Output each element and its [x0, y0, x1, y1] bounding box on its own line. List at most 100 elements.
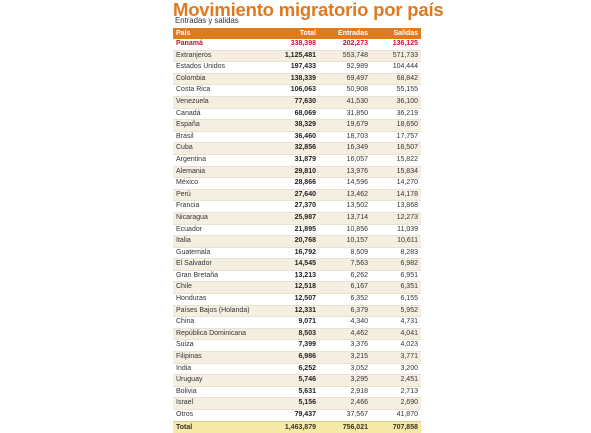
entries-value: 41,530 [319, 96, 371, 109]
country-name: Bolivia [173, 386, 269, 398]
entries-value: 18,703 [319, 131, 371, 143]
total-value: 1,125,481 [269, 50, 319, 62]
country-name: Filipinas [173, 351, 269, 364]
exits-value: 11,039 [371, 224, 421, 236]
country-name: República Dominicana [173, 328, 269, 340]
country-name: Cuba [173, 142, 269, 155]
country-name: Panamá [173, 39, 269, 51]
entries-value: 8,509 [319, 247, 371, 259]
exits-value: 5,952 [371, 305, 421, 317]
entries-value: 13,462 [319, 189, 371, 201]
exits-value: 18,650 [371, 119, 421, 132]
exits-value: 55,155 [371, 84, 421, 97]
total-exits: 707,858 [371, 420, 421, 433]
total-value: 31,879 [269, 154, 319, 167]
country-name: China [173, 316, 269, 329]
table-row: Venezuela 77,630 41,530 36,100 [173, 96, 421, 109]
exits-value: 136,125 [371, 39, 421, 51]
country-name: Guatemala [173, 247, 269, 259]
table-row: Alemania 29,810 13,976 15,834 [173, 166, 421, 178]
country-name: Brasil [173, 131, 269, 143]
entries-value: 3,295 [319, 374, 371, 387]
exits-value: 13,868 [371, 200, 421, 213]
table-header-row: País Total Entradas Salidas [173, 28, 421, 39]
exits-value: 14,270 [371, 177, 421, 190]
exits-value: 104,444 [371, 61, 421, 74]
total-value: 29,810 [269, 166, 319, 178]
total-value: 27,370 [269, 200, 319, 213]
exits-value: 3,771 [371, 351, 421, 364]
total-value: 5,631 [269, 386, 319, 398]
exits-value: 10,611 [371, 235, 421, 248]
country-name: Canadá [173, 108, 269, 120]
table-row: Francia 27,370 13,502 13,868 [173, 200, 421, 213]
entries-value: 31,850 [319, 108, 371, 120]
total-value: 21,895 [269, 224, 319, 236]
total-value: 6,986 [269, 351, 319, 364]
table-row: El Salvador 14,545 7,563 6,982 [173, 258, 421, 271]
country-name: Costa Rica [173, 84, 269, 97]
exits-value: 36,219 [371, 108, 421, 120]
country-name: Otros [173, 409, 269, 422]
total-value: 5,746 [269, 374, 319, 387]
table-row: España 38,329 19,679 18,650 [173, 119, 421, 132]
exits-value: 2,713 [371, 386, 421, 398]
column-header-entries: Entradas [319, 28, 371, 39]
total-value: 16,792 [269, 247, 319, 259]
entries-value: 4,462 [319, 328, 371, 340]
total-value: 38,329 [269, 119, 319, 132]
country-name: Venezuela [173, 96, 269, 109]
exits-value: 68,842 [371, 73, 421, 85]
subtitle: Entradas y salidas [175, 16, 239, 25]
total-value: 106,063 [269, 84, 319, 97]
table-row: China 9,071 4,340 4,731 [173, 316, 421, 329]
total-row: Total 1,463,879 756,021 707,858 [173, 420, 421, 433]
country-name: Estados Unidos [173, 61, 269, 74]
entries-value: 6,262 [319, 270, 371, 282]
exits-value: 6,155 [371, 293, 421, 306]
country-name: India [173, 363, 269, 375]
total-value: 77,630 [269, 96, 319, 109]
total-value: 68,069 [269, 108, 319, 120]
country-name: Chile [173, 281, 269, 294]
exits-value: 4,023 [371, 339, 421, 352]
total-value: 9,071 [269, 316, 319, 329]
table-row: Extranjeros 1,125,481 553,748 571,733 [173, 50, 421, 62]
table-row: Italia 20,768 10,157 10,611 [173, 235, 421, 248]
page-title: Movimiento migratorio por país [173, 0, 444, 20]
country-name: Ecuador [173, 224, 269, 236]
entries-value: 13,714 [319, 212, 371, 224]
exits-value: 36,100 [371, 96, 421, 109]
table-row: Argentina 31,879 16,057 15,822 [173, 154, 421, 167]
table-row: Estados Unidos 197,433 92,989 104,444 [173, 61, 421, 74]
country-name: Francia [173, 200, 269, 213]
entries-value: 6,379 [319, 305, 371, 317]
table-row: Chile 12,518 6,167 6,351 [173, 281, 421, 294]
country-name: Argentina [173, 154, 269, 167]
exits-value: 12,273 [371, 212, 421, 224]
country-name: Uruguay [173, 374, 269, 387]
exits-value: 2,451 [371, 374, 421, 387]
column-header-exits: Salidas [371, 28, 421, 39]
exits-value: 4,041 [371, 328, 421, 340]
table-row: Honduras 12,507 6,352 6,155 [173, 293, 421, 306]
table-row: Brasil 36,460 18,703 17,757 [173, 131, 421, 143]
total-value: 27,640 [269, 189, 319, 201]
country-name: Suiza [173, 339, 269, 352]
entries-value: 14,596 [319, 177, 371, 190]
entries-value: 50,908 [319, 84, 371, 97]
total-value: 197,433 [269, 61, 319, 74]
entries-value: 16,349 [319, 142, 371, 155]
total-label: Total [173, 420, 269, 433]
table-row: Canadá 68,069 31,850 36,219 [173, 108, 421, 120]
entries-value: 10,856 [319, 224, 371, 236]
entries-value: 7,563 [319, 258, 371, 271]
table-row: Otros 79,437 37,567 41,870 [173, 409, 421, 422]
country-name: Gran Bretaña [173, 270, 269, 282]
table-row: India 6,252 3,052 3,200 [173, 363, 421, 375]
table-row: Uruguay 5,746 3,295 2,451 [173, 374, 421, 387]
entries-value: 13,502 [319, 200, 371, 213]
country-name: México [173, 177, 269, 190]
table-row: Bolivia 5,631 2,918 2,713 [173, 386, 421, 398]
exits-value: 6,351 [371, 281, 421, 294]
